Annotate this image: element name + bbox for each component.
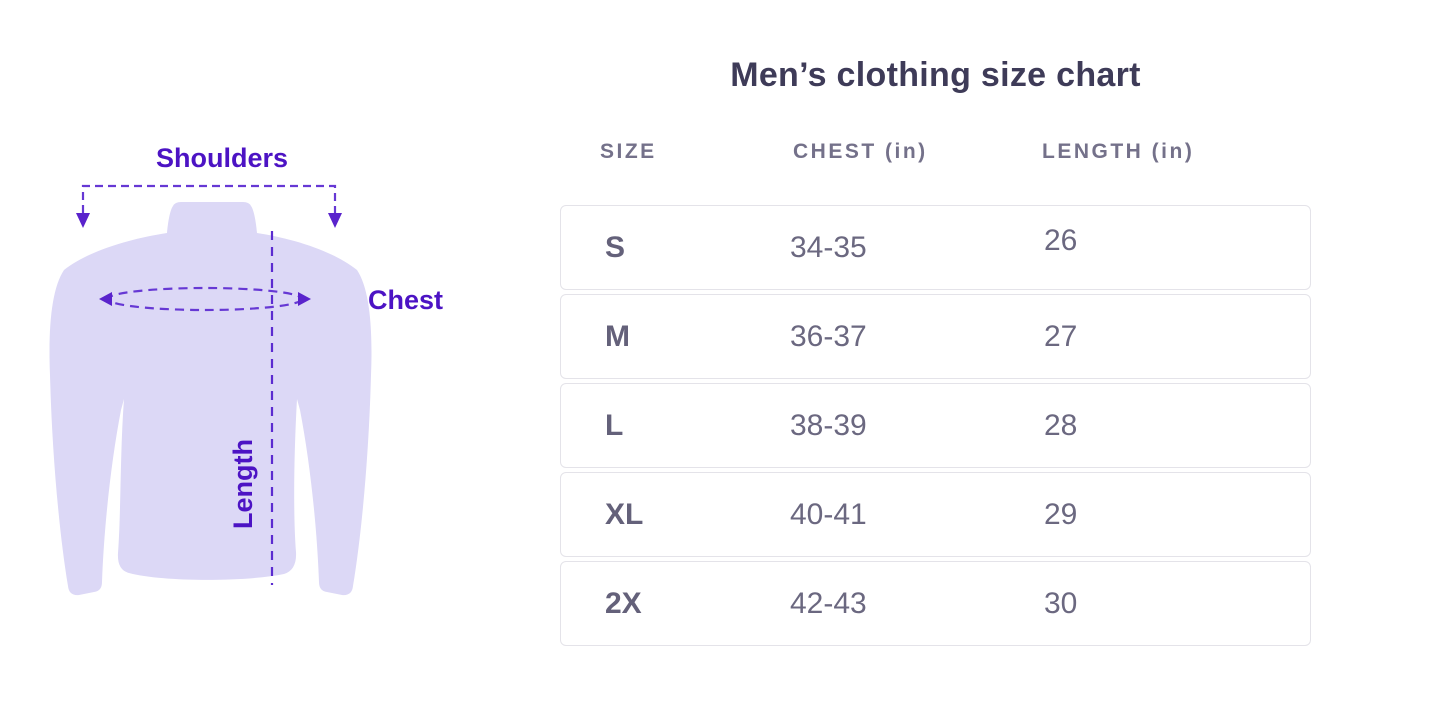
length-cell: 26 (1044, 223, 1078, 257)
length-cell: 27 (1044, 319, 1078, 353)
size-cell: S (605, 230, 626, 264)
shoulders-label: Shoulders (156, 143, 288, 173)
shoulders-left-arrow-icon (76, 213, 90, 228)
size-cell: XL (605, 497, 644, 531)
shirt-illustration (49, 202, 372, 596)
chest-cell: 40-41 (790, 497, 867, 531)
table-header-row: SIZE CHEST (in) LENGTH (in) (560, 138, 1311, 166)
table-row-2x: 2X 42-43 30 (560, 561, 1311, 646)
column-header-length: LENGTH (in) (1042, 140, 1195, 163)
table-row-m: M 36-37 27 (560, 294, 1311, 379)
page-title: Men’s clothing size chart (730, 56, 1141, 94)
length-label: Length (228, 439, 258, 529)
chest-cell: 34-35 (790, 230, 867, 264)
shoulders-guide-line (81, 184, 337, 213)
chest-cell: 38-39 (790, 408, 867, 442)
shirt-measurement-diagram: Shoulders Chest Length (49, 143, 443, 596)
table-row-l: L 38-39 28 (560, 383, 1311, 468)
table-row-s: S 34-35 26 (560, 205, 1311, 290)
chest-cell: 36-37 (790, 319, 867, 353)
size-table: S 34-35 26 M 36-37 27 L 38-39 28 XL 40-4… (560, 205, 1311, 650)
chest-right-arrow-icon (298, 292, 311, 306)
column-header-size: SIZE (600, 140, 657, 163)
chest-left-arrow-icon (99, 292, 112, 306)
length-cell: 29 (1044, 497, 1078, 531)
length-cell: 30 (1044, 586, 1078, 620)
size-cell: 2X (605, 586, 642, 620)
table-row-xl: XL 40-41 29 (560, 472, 1311, 557)
shoulders-right-arrow-icon (328, 213, 342, 228)
length-cell: 28 (1044, 408, 1078, 442)
chest-cell: 42-43 (790, 586, 867, 620)
size-cell: M (605, 319, 630, 353)
chest-label: Chest (368, 285, 443, 315)
column-header-chest: CHEST (in) (793, 140, 928, 163)
size-cell: L (605, 408, 624, 442)
